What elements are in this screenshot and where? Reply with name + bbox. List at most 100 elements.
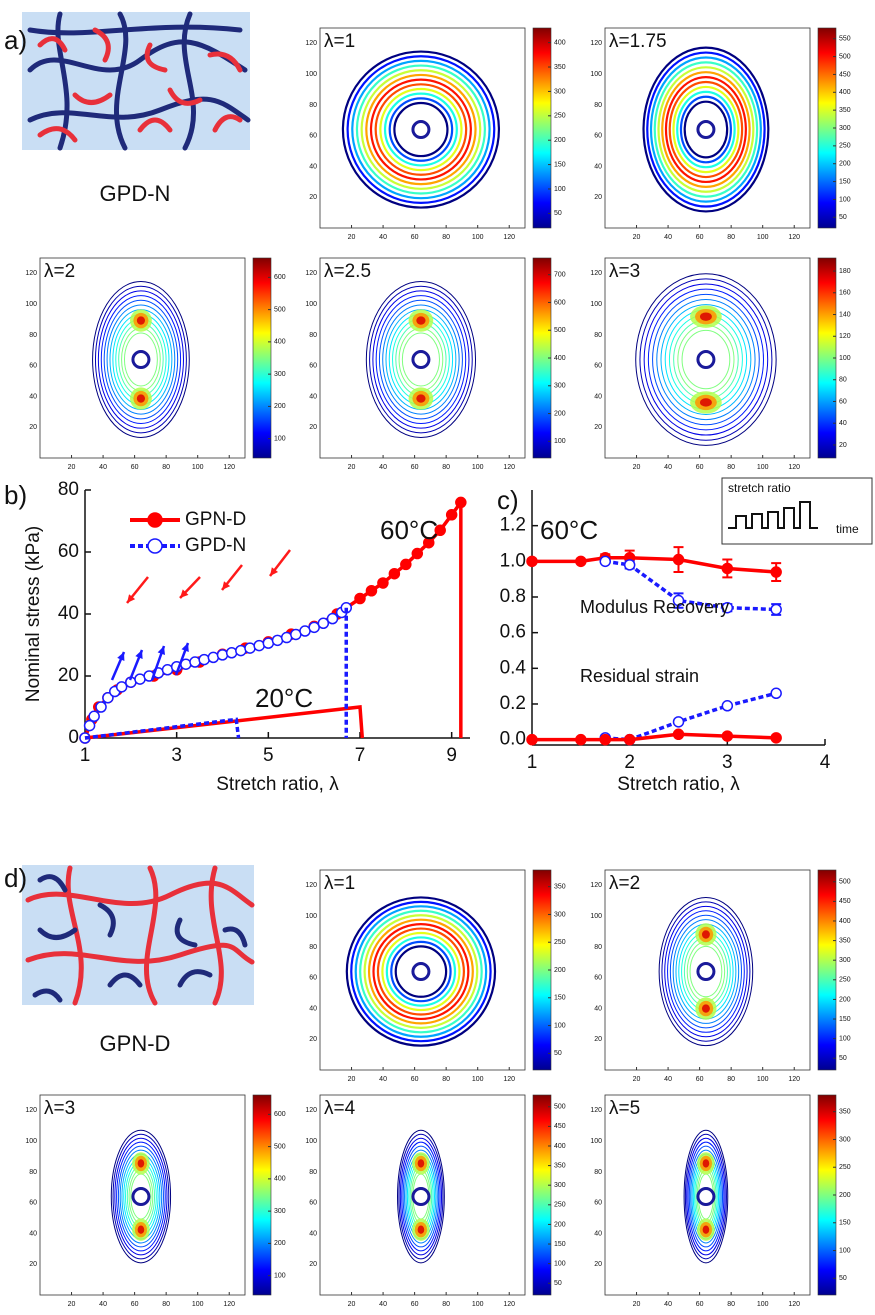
colorbar-tick-label: 300 xyxy=(839,1136,851,1143)
pattern-x-tick: 80 xyxy=(442,464,450,471)
pattern-y-tick: 40 xyxy=(29,393,37,400)
pattern-x-tick: 120 xyxy=(788,1301,800,1308)
colorbar-tick-label: 100 xyxy=(554,1260,566,1267)
colorbar-tick-label: 50 xyxy=(839,1055,847,1062)
pattern-y-tick: 80 xyxy=(29,1169,37,1176)
marker xyxy=(526,733,538,746)
pattern-x-tick: 100 xyxy=(472,1301,484,1308)
pattern-x-tick: 80 xyxy=(442,1301,450,1308)
contour xyxy=(117,1145,164,1248)
contour xyxy=(399,1137,443,1256)
pattern-x-tick: 60 xyxy=(411,464,419,471)
contour xyxy=(355,64,486,195)
contour xyxy=(123,332,158,387)
pattern-y-tick: 100 xyxy=(25,1138,37,1145)
colorbar-tick-label: 200 xyxy=(839,996,851,1003)
x-tick-label: 3 xyxy=(171,745,182,766)
colorbar-tick-label: 100 xyxy=(839,1035,851,1042)
colorbar-tick-label: 450 xyxy=(554,1123,566,1130)
pattern-x-tick: 20 xyxy=(633,234,641,241)
pattern-y-tick: 60 xyxy=(594,133,602,140)
colorbar-tick-label: 450 xyxy=(839,898,851,905)
contour xyxy=(661,71,751,188)
contour xyxy=(652,293,760,426)
marker xyxy=(770,732,782,744)
marker xyxy=(672,594,685,607)
pattern-x-tick: 40 xyxy=(664,464,672,471)
colorbar-tick-label: 300 xyxy=(274,1208,286,1215)
colorbar-tick-label: 500 xyxy=(839,879,851,886)
colorbar-tick-label: 450 xyxy=(839,71,851,78)
marker xyxy=(225,647,238,659)
pattern-x-tick: 40 xyxy=(664,1076,672,1083)
contour xyxy=(383,92,458,167)
pattern-x-tick: 60 xyxy=(696,1076,704,1083)
network-label: GPD-N xyxy=(100,181,171,206)
beam-stop xyxy=(411,350,431,370)
pattern-y-tick: 80 xyxy=(594,332,602,339)
pattern-x-tick: 120 xyxy=(503,1301,515,1308)
lambda-label: λ=1.75 xyxy=(609,31,667,52)
pattern-x-tick: 60 xyxy=(131,464,139,471)
pattern-y-tick: 120 xyxy=(305,40,317,47)
pattern-y-tick: 40 xyxy=(594,393,602,400)
pattern-y-tick: 40 xyxy=(309,393,317,400)
marker xyxy=(623,733,636,746)
inset-label: stretch ratio xyxy=(728,481,791,495)
contour xyxy=(688,1145,724,1248)
contour xyxy=(681,329,731,390)
colorbar-tick-label: 300 xyxy=(554,911,566,918)
colorbar-tick-label: 100 xyxy=(554,1022,566,1029)
y-tick-label: 60 xyxy=(58,541,79,562)
colorbar-tick-label: 500 xyxy=(274,306,286,313)
contour xyxy=(672,85,740,174)
series-line xyxy=(532,556,777,574)
y-tick-label: 20 xyxy=(58,665,79,686)
colorbar-tick-label: 500 xyxy=(554,1104,566,1111)
pattern-y-tick: 60 xyxy=(309,133,317,140)
y-tick-label: 80 xyxy=(58,479,79,500)
series-line xyxy=(604,559,777,612)
contour xyxy=(639,278,773,441)
marker xyxy=(721,601,734,614)
contour xyxy=(385,936,457,1007)
contour xyxy=(390,940,452,1003)
contour xyxy=(382,304,460,415)
pattern-y-tick: 100 xyxy=(590,71,602,78)
pattern-x-tick: 100 xyxy=(757,1076,769,1083)
marker xyxy=(244,642,256,654)
colorbar-tick-label: 300 xyxy=(554,88,566,95)
marker xyxy=(354,592,366,605)
pattern-x-tick: 20 xyxy=(348,234,356,241)
pattern-y-tick: 80 xyxy=(309,1169,317,1176)
panel-label: b) xyxy=(4,480,27,510)
pattern-x-tick: 80 xyxy=(442,1076,450,1083)
pattern-y-tick: 100 xyxy=(305,71,317,78)
lobe xyxy=(701,1004,710,1013)
lobe xyxy=(702,1159,710,1168)
annotation: 20°C xyxy=(255,683,313,713)
pattern-x-tick: 100 xyxy=(192,1301,204,1308)
contour xyxy=(106,304,176,415)
y-tick-label: 0 xyxy=(68,727,79,748)
marker xyxy=(317,617,330,630)
contour xyxy=(369,285,473,434)
lobe xyxy=(137,1159,145,1168)
contour xyxy=(686,1137,726,1256)
marker xyxy=(83,719,96,732)
pattern-y-tick: 40 xyxy=(309,163,317,170)
pattern-y-tick: 80 xyxy=(309,332,317,339)
contour xyxy=(676,90,736,169)
colorbar-tick-label: 150 xyxy=(839,178,851,185)
colorbar-tick-label: 50 xyxy=(554,210,562,217)
lambda-label: λ=3 xyxy=(609,261,640,282)
colorbar-tick-label: 100 xyxy=(274,1272,286,1279)
colorbar-tick-label: 100 xyxy=(839,196,851,203)
contour xyxy=(376,927,466,1016)
colorbar-tick-label: 300 xyxy=(839,957,851,964)
lambda-label: λ=3 xyxy=(44,1098,75,1119)
pattern-y-tick: 60 xyxy=(594,1200,602,1207)
marker xyxy=(216,649,229,661)
contour xyxy=(664,76,747,184)
contour xyxy=(379,87,463,172)
